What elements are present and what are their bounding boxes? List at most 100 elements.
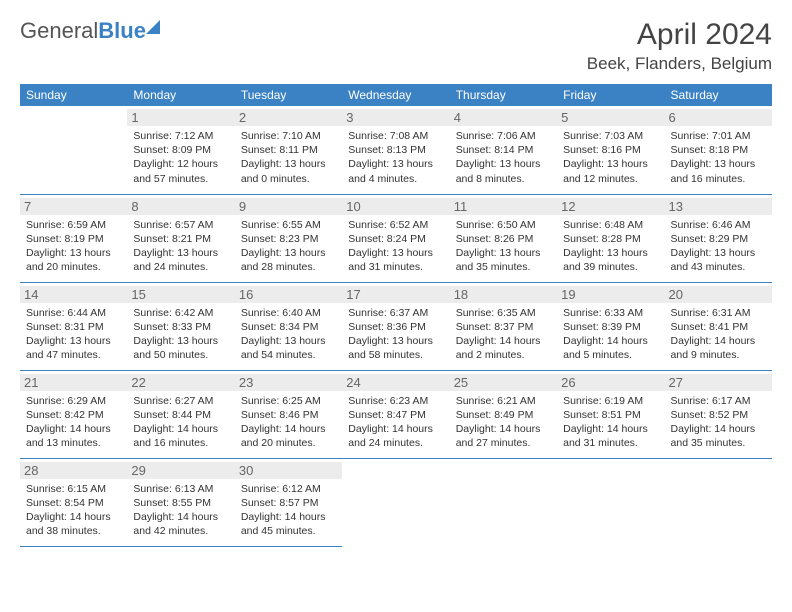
logo-word1: General <box>20 18 98 43</box>
daylight-text: Daylight: 13 hours and 39 minutes. <box>563 246 658 274</box>
daylight-text: Daylight: 14 hours and 38 minutes. <box>26 510 121 538</box>
daylight-text: Daylight: 12 hours and 57 minutes. <box>133 157 228 185</box>
logo-triangle-icon <box>146 20 160 34</box>
weekday-header: Thursday <box>450 84 557 106</box>
daylight-text: Daylight: 13 hours and 31 minutes. <box>348 246 443 274</box>
sunset-text: Sunset: 8:33 PM <box>133 320 228 334</box>
day-cell: 19Sunrise: 6:33 AMSunset: 8:39 PMDayligh… <box>557 282 664 370</box>
day-number: 7 <box>20 198 127 215</box>
sunset-text: Sunset: 8:41 PM <box>671 320 766 334</box>
sunrise-text: Sunrise: 6:52 AM <box>348 218 443 232</box>
daylight-text: Daylight: 14 hours and 35 minutes. <box>671 422 766 450</box>
day-cell: 1Sunrise: 7:12 AMSunset: 8:09 PMDaylight… <box>127 106 234 194</box>
day-number: 17 <box>342 286 449 303</box>
weekday-header: Saturday <box>665 84 772 106</box>
sunset-text: Sunset: 8:49 PM <box>456 408 551 422</box>
daylight-text: Daylight: 13 hours and 50 minutes. <box>133 334 228 362</box>
week-row: 28Sunrise: 6:15 AMSunset: 8:54 PMDayligh… <box>20 458 772 546</box>
day-cell: 4Sunrise: 7:06 AMSunset: 8:14 PMDaylight… <box>450 106 557 194</box>
day-cell: 13Sunrise: 6:46 AMSunset: 8:29 PMDayligh… <box>665 194 772 282</box>
day-number: 22 <box>127 374 234 391</box>
day-number: 19 <box>557 286 664 303</box>
sunrise-text: Sunrise: 7:12 AM <box>133 129 228 143</box>
day-number: 23 <box>235 374 342 391</box>
sunrise-text: Sunrise: 7:01 AM <box>671 129 766 143</box>
sunset-text: Sunset: 8:55 PM <box>133 496 228 510</box>
day-number: 21 <box>20 374 127 391</box>
daylight-text: Daylight: 13 hours and 58 minutes. <box>348 334 443 362</box>
day-number: 30 <box>235 462 342 479</box>
sunset-text: Sunset: 8:18 PM <box>671 143 766 157</box>
empty-cell <box>450 458 557 546</box>
day-cell: 25Sunrise: 6:21 AMSunset: 8:49 PMDayligh… <box>450 370 557 458</box>
month-title: April 2024 <box>587 18 772 52</box>
daylight-text: Daylight: 14 hours and 42 minutes. <box>133 510 228 538</box>
sunset-text: Sunset: 8:57 PM <box>241 496 336 510</box>
sunset-text: Sunset: 8:46 PM <box>241 408 336 422</box>
sunrise-text: Sunrise: 6:48 AM <box>563 218 658 232</box>
sunrise-text: Sunrise: 6:35 AM <box>456 306 551 320</box>
sunrise-text: Sunrise: 6:57 AM <box>133 218 228 232</box>
weekday-header: Monday <box>127 84 234 106</box>
day-number: 16 <box>235 286 342 303</box>
daylight-text: Daylight: 13 hours and 0 minutes. <box>241 157 336 185</box>
sunrise-text: Sunrise: 6:37 AM <box>348 306 443 320</box>
daylight-text: Daylight: 13 hours and 43 minutes. <box>671 246 766 274</box>
daylight-text: Daylight: 14 hours and 16 minutes. <box>133 422 228 450</box>
sunset-text: Sunset: 8:52 PM <box>671 408 766 422</box>
day-number: 10 <box>342 198 449 215</box>
day-cell: 3Sunrise: 7:08 AMSunset: 8:13 PMDaylight… <box>342 106 449 194</box>
day-number: 20 <box>665 286 772 303</box>
sunset-text: Sunset: 8:13 PM <box>348 143 443 157</box>
day-number: 13 <box>665 198 772 215</box>
day-cell: 6Sunrise: 7:01 AMSunset: 8:18 PMDaylight… <box>665 106 772 194</box>
sunset-text: Sunset: 8:23 PM <box>241 232 336 246</box>
day-cell: 24Sunrise: 6:23 AMSunset: 8:47 PMDayligh… <box>342 370 449 458</box>
sunset-text: Sunset: 8:47 PM <box>348 408 443 422</box>
week-row: 14Sunrise: 6:44 AMSunset: 8:31 PMDayligh… <box>20 282 772 370</box>
sunrise-text: Sunrise: 7:06 AM <box>456 129 551 143</box>
logo-text: GeneralBlue <box>20 18 146 44</box>
day-cell: 2Sunrise: 7:10 AMSunset: 8:11 PMDaylight… <box>235 106 342 194</box>
sunrise-text: Sunrise: 6:50 AM <box>456 218 551 232</box>
sunset-text: Sunset: 8:29 PM <box>671 232 766 246</box>
sunrise-text: Sunrise: 6:59 AM <box>26 218 121 232</box>
sunset-text: Sunset: 8:39 PM <box>563 320 658 334</box>
sunset-text: Sunset: 8:09 PM <box>133 143 228 157</box>
sunset-text: Sunset: 8:37 PM <box>456 320 551 334</box>
header: GeneralBlue April 2024 Beek, Flanders, B… <box>20 18 772 74</box>
weekday-header: Friday <box>557 84 664 106</box>
day-cell: 11Sunrise: 6:50 AMSunset: 8:26 PMDayligh… <box>450 194 557 282</box>
empty-cell <box>20 106 127 194</box>
day-number: 24 <box>342 374 449 391</box>
daylight-text: Daylight: 13 hours and 28 minutes. <box>241 246 336 274</box>
day-cell: 23Sunrise: 6:25 AMSunset: 8:46 PMDayligh… <box>235 370 342 458</box>
sunrise-text: Sunrise: 6:29 AM <box>26 394 121 408</box>
day-number: 8 <box>127 198 234 215</box>
sunset-text: Sunset: 8:19 PM <box>26 232 121 246</box>
logo: GeneralBlue <box>20 18 160 44</box>
daylight-text: Daylight: 14 hours and 13 minutes. <box>26 422 121 450</box>
daylight-text: Daylight: 13 hours and 4 minutes. <box>348 157 443 185</box>
sunset-text: Sunset: 8:16 PM <box>563 143 658 157</box>
empty-cell <box>557 458 664 546</box>
day-number: 26 <box>557 374 664 391</box>
day-cell: 9Sunrise: 6:55 AMSunset: 8:23 PMDaylight… <box>235 194 342 282</box>
sunrise-text: Sunrise: 6:33 AM <box>563 306 658 320</box>
day-cell: 18Sunrise: 6:35 AMSunset: 8:37 PMDayligh… <box>450 282 557 370</box>
sunset-text: Sunset: 8:44 PM <box>133 408 228 422</box>
day-number: 5 <box>557 109 664 126</box>
weekday-header: Tuesday <box>235 84 342 106</box>
day-number: 2 <box>235 109 342 126</box>
sunset-text: Sunset: 8:51 PM <box>563 408 658 422</box>
sunrise-text: Sunrise: 6:27 AM <box>133 394 228 408</box>
sunset-text: Sunset: 8:34 PM <box>241 320 336 334</box>
calendar-head: SundayMondayTuesdayWednesdayThursdayFrid… <box>20 84 772 106</box>
day-cell: 17Sunrise: 6:37 AMSunset: 8:36 PMDayligh… <box>342 282 449 370</box>
logo-word2: Blue <box>98 18 146 43</box>
day-cell: 30Sunrise: 6:12 AMSunset: 8:57 PMDayligh… <box>235 458 342 546</box>
day-cell: 20Sunrise: 6:31 AMSunset: 8:41 PMDayligh… <box>665 282 772 370</box>
day-cell: 26Sunrise: 6:19 AMSunset: 8:51 PMDayligh… <box>557 370 664 458</box>
daylight-text: Daylight: 13 hours and 20 minutes. <box>26 246 121 274</box>
sunrise-text: Sunrise: 6:55 AM <box>241 218 336 232</box>
